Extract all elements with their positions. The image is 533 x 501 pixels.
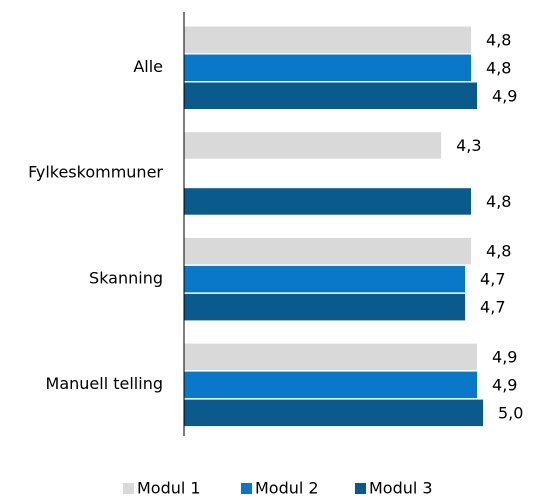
value-label: 4,9 [492, 375, 517, 394]
bar [184, 26, 472, 53]
value-label: 4,3 [456, 136, 481, 155]
value-label: 4,9 [492, 347, 517, 366]
bar [184, 54, 472, 81]
bar [184, 132, 442, 159]
bar [184, 188, 472, 215]
value-label: 4,8 [486, 58, 511, 77]
value-label: 4,8 [486, 192, 511, 211]
bar [184, 343, 478, 371]
value-label: 4,7 [480, 298, 505, 317]
bar [184, 399, 483, 427]
legend-label: Modul 1 [137, 479, 201, 498]
value-label: 4,7 [480, 270, 505, 289]
category-label: Skanning [89, 268, 163, 287]
category-label: Alle [133, 57, 163, 76]
bar [184, 265, 466, 293]
bar [184, 293, 466, 321]
bar [184, 237, 472, 265]
bar [184, 82, 478, 109]
legend-label: Modul 2 [255, 479, 319, 498]
legend-label: Modul 3 [369, 479, 433, 498]
value-label: 4,8 [486, 30, 511, 49]
category-label: Fylkeskommuner [28, 163, 163, 182]
value-label: 4,9 [492, 86, 517, 105]
value-label: 4,8 [486, 242, 511, 261]
value-label: 5,0 [498, 403, 523, 422]
legend-swatch [241, 483, 252, 494]
legend-swatch [123, 483, 134, 494]
legend-swatch [355, 483, 366, 494]
category-label: Manuell telling [46, 374, 163, 393]
bar [184, 371, 478, 399]
